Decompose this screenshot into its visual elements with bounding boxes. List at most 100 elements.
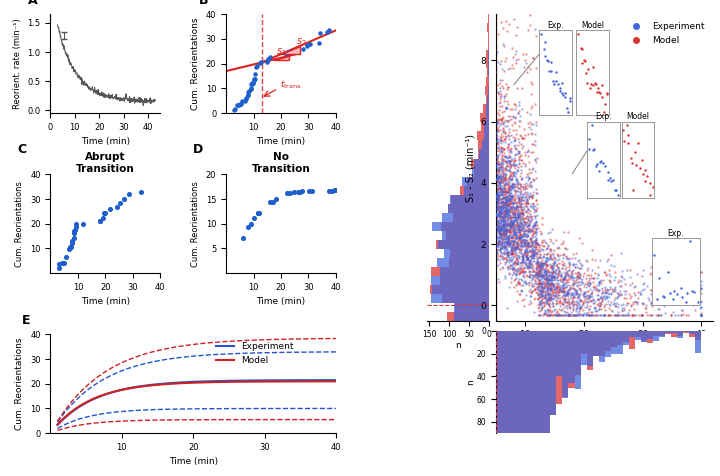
Point: [565, 291, 577, 298]
Point: [543, 286, 554, 294]
Point: [513, 280, 524, 288]
Point: [513, 223, 525, 230]
Point: [503, 226, 515, 233]
Point: [567, 271, 578, 279]
Point: [532, 270, 544, 278]
Point: [511, 210, 523, 218]
Point: [543, 293, 554, 300]
Point: [551, 296, 562, 304]
Point: [511, 200, 523, 208]
Point: [567, 292, 579, 299]
Point: [506, 176, 518, 183]
Point: [561, 267, 572, 275]
Point: [294, 188, 305, 196]
Point: [567, 269, 578, 277]
Point: [498, 177, 509, 185]
Point: [521, 236, 533, 244]
Point: [499, 209, 510, 217]
Point: [518, 251, 529, 259]
Point: [518, 227, 529, 235]
Point: [541, 299, 553, 307]
Point: [314, 30, 325, 37]
Point: [491, 153, 503, 160]
Point: [516, 232, 528, 240]
Point: [530, 244, 541, 251]
Bar: [496, 331, 502, 476]
Point: [512, 109, 523, 117]
Point: [570, 269, 581, 277]
Point: [543, 268, 554, 275]
Point: [498, 239, 509, 247]
Point: [492, 123, 504, 131]
Point: [572, 293, 584, 301]
Point: [518, 183, 529, 191]
Point: [506, 250, 518, 258]
Point: [510, 176, 522, 183]
Point: [526, 226, 537, 234]
Point: [526, 261, 537, 269]
Point: [611, 311, 622, 318]
Point: [603, 311, 615, 318]
Experiment: [254, 377, 263, 383]
Point: [494, 185, 505, 192]
Point: [515, 242, 526, 250]
Point: [576, 311, 588, 318]
Point: [498, 254, 510, 262]
Point: [503, 148, 514, 156]
Point: [529, 246, 541, 253]
Point: [571, 273, 582, 281]
Point: [500, 209, 511, 217]
Point: [564, 275, 576, 283]
Point: [554, 297, 565, 305]
Point: [512, 179, 523, 187]
Point: [501, 180, 513, 188]
Point: [552, 283, 563, 290]
Point: [567, 301, 579, 308]
Point: [496, 226, 508, 233]
Point: [541, 276, 553, 284]
Point: [513, 245, 525, 253]
Point: [53, 264, 65, 272]
Point: [518, 223, 530, 231]
Point: [536, 295, 548, 303]
Point: [500, 204, 511, 211]
Point: [249, 75, 261, 82]
Point: [513, 196, 525, 204]
Point: [541, 280, 552, 288]
Point: [516, 151, 527, 159]
Point: [696, 298, 707, 305]
Point: [496, 238, 508, 246]
Point: [544, 280, 555, 288]
Point: [495, 144, 507, 151]
Point: [541, 296, 553, 304]
Point: [510, 31, 521, 39]
Point: [538, 284, 549, 292]
Point: [493, 173, 505, 180]
Point: [494, 226, 505, 234]
Point: [498, 195, 510, 202]
Point: [518, 242, 530, 250]
Point: [500, 198, 511, 206]
Point: [516, 202, 527, 210]
Point: [492, 221, 503, 229]
Point: [506, 230, 518, 238]
Point: [521, 251, 533, 258]
Point: [492, 223, 503, 231]
Point: [551, 311, 562, 318]
Point: [632, 288, 644, 296]
Point: [500, 200, 511, 208]
Point: [531, 279, 542, 287]
Point: [536, 280, 548, 288]
Point: [497, 157, 508, 164]
Point: [495, 226, 506, 234]
Point: [533, 270, 544, 278]
Point: [503, 112, 514, 119]
Point: [506, 242, 518, 249]
Point: [496, 208, 508, 216]
Point: [515, 226, 526, 233]
Point: [526, 240, 537, 248]
Point: [540, 260, 552, 268]
Bar: [478, 140, 489, 149]
Point: [645, 301, 657, 308]
Point: [503, 146, 514, 154]
